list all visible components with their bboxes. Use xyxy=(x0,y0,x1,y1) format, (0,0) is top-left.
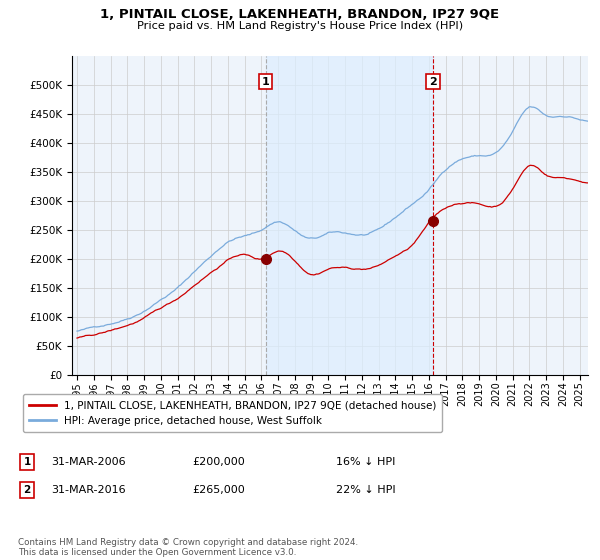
Text: 2: 2 xyxy=(23,485,31,495)
Text: 1: 1 xyxy=(262,77,269,87)
Text: 31-MAR-2006: 31-MAR-2006 xyxy=(51,457,125,467)
Text: Price paid vs. HM Land Registry's House Price Index (HPI): Price paid vs. HM Land Registry's House … xyxy=(137,21,463,31)
Text: 1, PINTAIL CLOSE, LAKENHEATH, BRANDON, IP27 9QE: 1, PINTAIL CLOSE, LAKENHEATH, BRANDON, I… xyxy=(100,8,500,21)
Text: 1: 1 xyxy=(23,457,31,467)
Text: 16% ↓ HPI: 16% ↓ HPI xyxy=(336,457,395,467)
Text: £265,000: £265,000 xyxy=(192,485,245,495)
Text: Contains HM Land Registry data © Crown copyright and database right 2024.
This d: Contains HM Land Registry data © Crown c… xyxy=(18,538,358,557)
Text: 2: 2 xyxy=(429,77,437,87)
Bar xyxy=(265,56,433,375)
Legend: 1, PINTAIL CLOSE, LAKENHEATH, BRANDON, IP27 9QE (detached house), HPI: Average p: 1, PINTAIL CLOSE, LAKENHEATH, BRANDON, I… xyxy=(23,394,442,432)
Text: £200,000: £200,000 xyxy=(192,457,245,467)
Text: 22% ↓ HPI: 22% ↓ HPI xyxy=(336,485,395,495)
Text: 31-MAR-2016: 31-MAR-2016 xyxy=(51,485,125,495)
